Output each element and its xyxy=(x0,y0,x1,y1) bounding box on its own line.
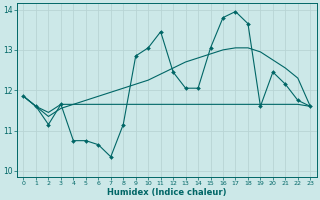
X-axis label: Humidex (Indice chaleur): Humidex (Indice chaleur) xyxy=(107,188,227,197)
